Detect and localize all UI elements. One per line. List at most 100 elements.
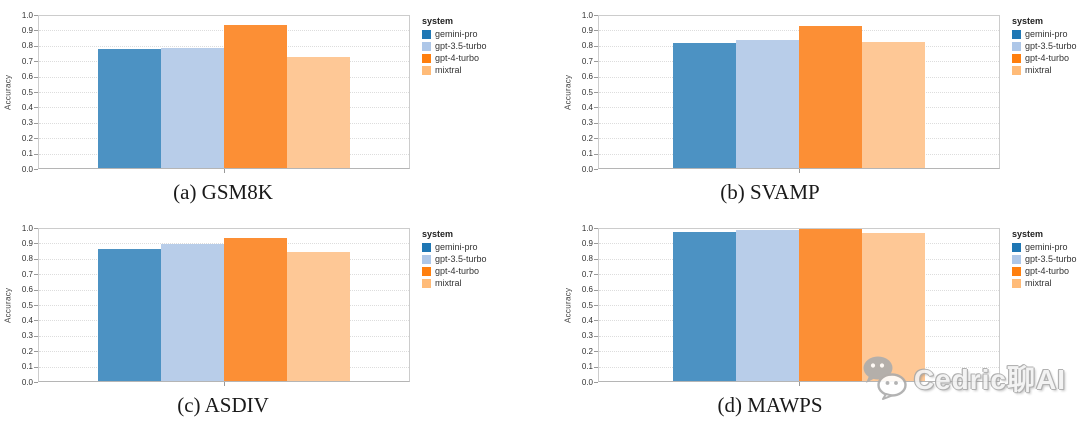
y-tick-mark <box>34 107 38 109</box>
y-tick-label: 0.6 <box>581 285 593 295</box>
bar-group <box>599 16 999 168</box>
y-tick-label: 0.1 <box>581 362 593 372</box>
y-tick-mark <box>34 320 38 322</box>
legend-swatch <box>1012 266 1021 276</box>
legend-label: gpt-4-turbo <box>1025 266 1070 276</box>
y-tick-label: 0.2 <box>581 346 593 356</box>
y-tick-mark <box>34 61 38 63</box>
bar-gpt-4-turbo <box>799 26 862 168</box>
y-tick-label: 0.1 <box>21 362 33 372</box>
y-tick-label: 0.3 <box>21 331 33 341</box>
y-tick-mark <box>34 382 38 383</box>
legend-label: gpt-3.5-turbo <box>1025 254 1077 264</box>
legend-swatch <box>1012 278 1021 288</box>
y-tick-label: 0.6 <box>21 72 33 82</box>
y-tick-mark <box>34 45 38 47</box>
legend-swatch <box>422 65 431 75</box>
y-tick-mark <box>594 45 598 47</box>
y-tick-label: 0.9 <box>21 25 33 35</box>
legend-label: gemini-pro <box>435 242 478 252</box>
y-tick-label: 0.1 <box>21 149 33 159</box>
y-tick-mark <box>34 15 38 16</box>
y-tick-label: 0.6 <box>21 285 33 295</box>
y-tick-mark <box>34 335 38 337</box>
x-tick-mark <box>799 169 800 173</box>
chart-caption: (a) GSM8K <box>173 180 273 204</box>
x-tick-mark <box>224 382 225 386</box>
y-axis-label: Accuracy <box>3 74 13 110</box>
legend: system gemini-pro gpt-3.5-turbo gpt-4-turbo… <box>1012 15 1080 77</box>
y-tick-mark <box>594 30 598 32</box>
y-tick-mark <box>594 320 598 322</box>
y-tick-mark <box>594 228 598 229</box>
bar-mixtral <box>862 233 925 381</box>
legend-label: gemini-pro <box>1025 242 1068 252</box>
y-tick-label: 0.1 <box>581 149 593 159</box>
legend-label: gpt-4-turbo <box>435 266 480 276</box>
y-tick-mark <box>594 122 598 124</box>
bar-mixtral <box>287 252 350 381</box>
bar-gemini-pro <box>673 232 736 381</box>
legend-item-mixtral: mixtral <box>1012 65 1080 75</box>
legend-item-gemini-pro: gemini-pro <box>422 29 532 39</box>
legend-swatch <box>422 266 431 276</box>
y-tick-label: 0.0 <box>581 377 593 387</box>
chart-svamp: Accuracy 1.0 0.9 0.8 0.7 0.6 0.5 0.4 0.3 0.2 0.1 0.… <box>540 0 1080 213</box>
y-tick-label: 0.5 <box>21 87 33 97</box>
y-tick-label: 0.4 <box>21 315 33 325</box>
bar-gpt-3.5-turbo <box>736 40 799 168</box>
y-tick-mark <box>34 153 38 155</box>
legend: system gemini-pro gpt-3.5-turbo gpt-4-turbo… <box>422 15 532 77</box>
y-tick-mark <box>34 243 38 245</box>
y-tick-label: 0.8 <box>21 41 33 51</box>
legend-title: system <box>422 16 454 26</box>
y-tick-label: 0.0 <box>581 164 593 174</box>
y-tick-mark <box>594 289 598 291</box>
legend-item-gpt-4-turbo: gpt-4-turbo <box>422 266 532 276</box>
bar-gpt-4-turbo <box>799 229 862 381</box>
y-tick-label: 0.9 <box>581 25 593 35</box>
y-tick-label: 0.8 <box>581 254 593 264</box>
y-tick-label: 0.4 <box>581 102 593 112</box>
y-tick-mark <box>34 228 38 229</box>
legend-swatch <box>422 278 431 288</box>
legend-swatch <box>422 254 431 264</box>
watermark-text: Cedric聊AI <box>913 364 1066 395</box>
bar-group <box>39 16 409 168</box>
watermark: Cedric聊AI <box>862 355 1066 401</box>
chart-caption: (c) ASDIV <box>177 393 269 417</box>
y-tick-label: 0.7 <box>581 269 593 279</box>
legend-item-mixtral: mixtral <box>422 278 532 288</box>
legend: system gemini-pro gpt-3.5-turbo gpt-4-turbo… <box>422 228 532 290</box>
chart-gsm8k: Accuracy 1.0 0.9 0.8 0.7 0.6 0.5 0.4 0.3 0.2 0.1 0.… <box>0 0 540 213</box>
bar-mixtral <box>862 42 925 168</box>
bar-gemini-pro <box>98 49 161 168</box>
legend-swatch <box>1012 53 1021 63</box>
y-tick-mark <box>594 107 598 109</box>
plot-area <box>38 228 410 386</box>
y-tick-label: 0.2 <box>21 346 33 356</box>
legend-item-gpt-3.5-turbo: gpt-3.5-turbo <box>1012 254 1080 264</box>
legend-label: gpt-3.5-turbo <box>435 254 487 264</box>
legend-label: gpt-3.5-turbo <box>435 41 487 51</box>
y-tick-label: 0.0 <box>21 377 33 387</box>
bar-gpt-4-turbo <box>224 25 287 168</box>
y-axis-ticks: 1.0 0.9 0.8 0.7 0.6 0.5 0.4 0.3 0.2 0.1 0.0 <box>14 11 38 173</box>
legend-label: mixtral <box>1025 278 1052 288</box>
x-tick-mark <box>224 169 225 173</box>
y-tick-mark <box>594 243 598 245</box>
chart-area: Accuracy 1.0 0.9 0.8 0.7 0.6 0.5 0.4 0.3 0.2 0.1 0.… <box>540 213 1080 386</box>
y-tick-label: 0.9 <box>581 238 593 248</box>
y-tick-label: 0.3 <box>21 118 33 128</box>
plot-area <box>38 15 410 173</box>
bar-gemini-pro <box>673 43 736 168</box>
legend-label: mixtral <box>1025 65 1052 75</box>
y-tick-mark <box>594 76 598 78</box>
y-tick-label: 0.6 <box>581 72 593 82</box>
y-tick-mark <box>34 138 38 140</box>
y-tick-label: 1.0 <box>581 223 593 233</box>
y-tick-mark <box>34 274 38 276</box>
y-tick-mark <box>594 61 598 63</box>
y-tick-label: 0.3 <box>581 118 593 128</box>
